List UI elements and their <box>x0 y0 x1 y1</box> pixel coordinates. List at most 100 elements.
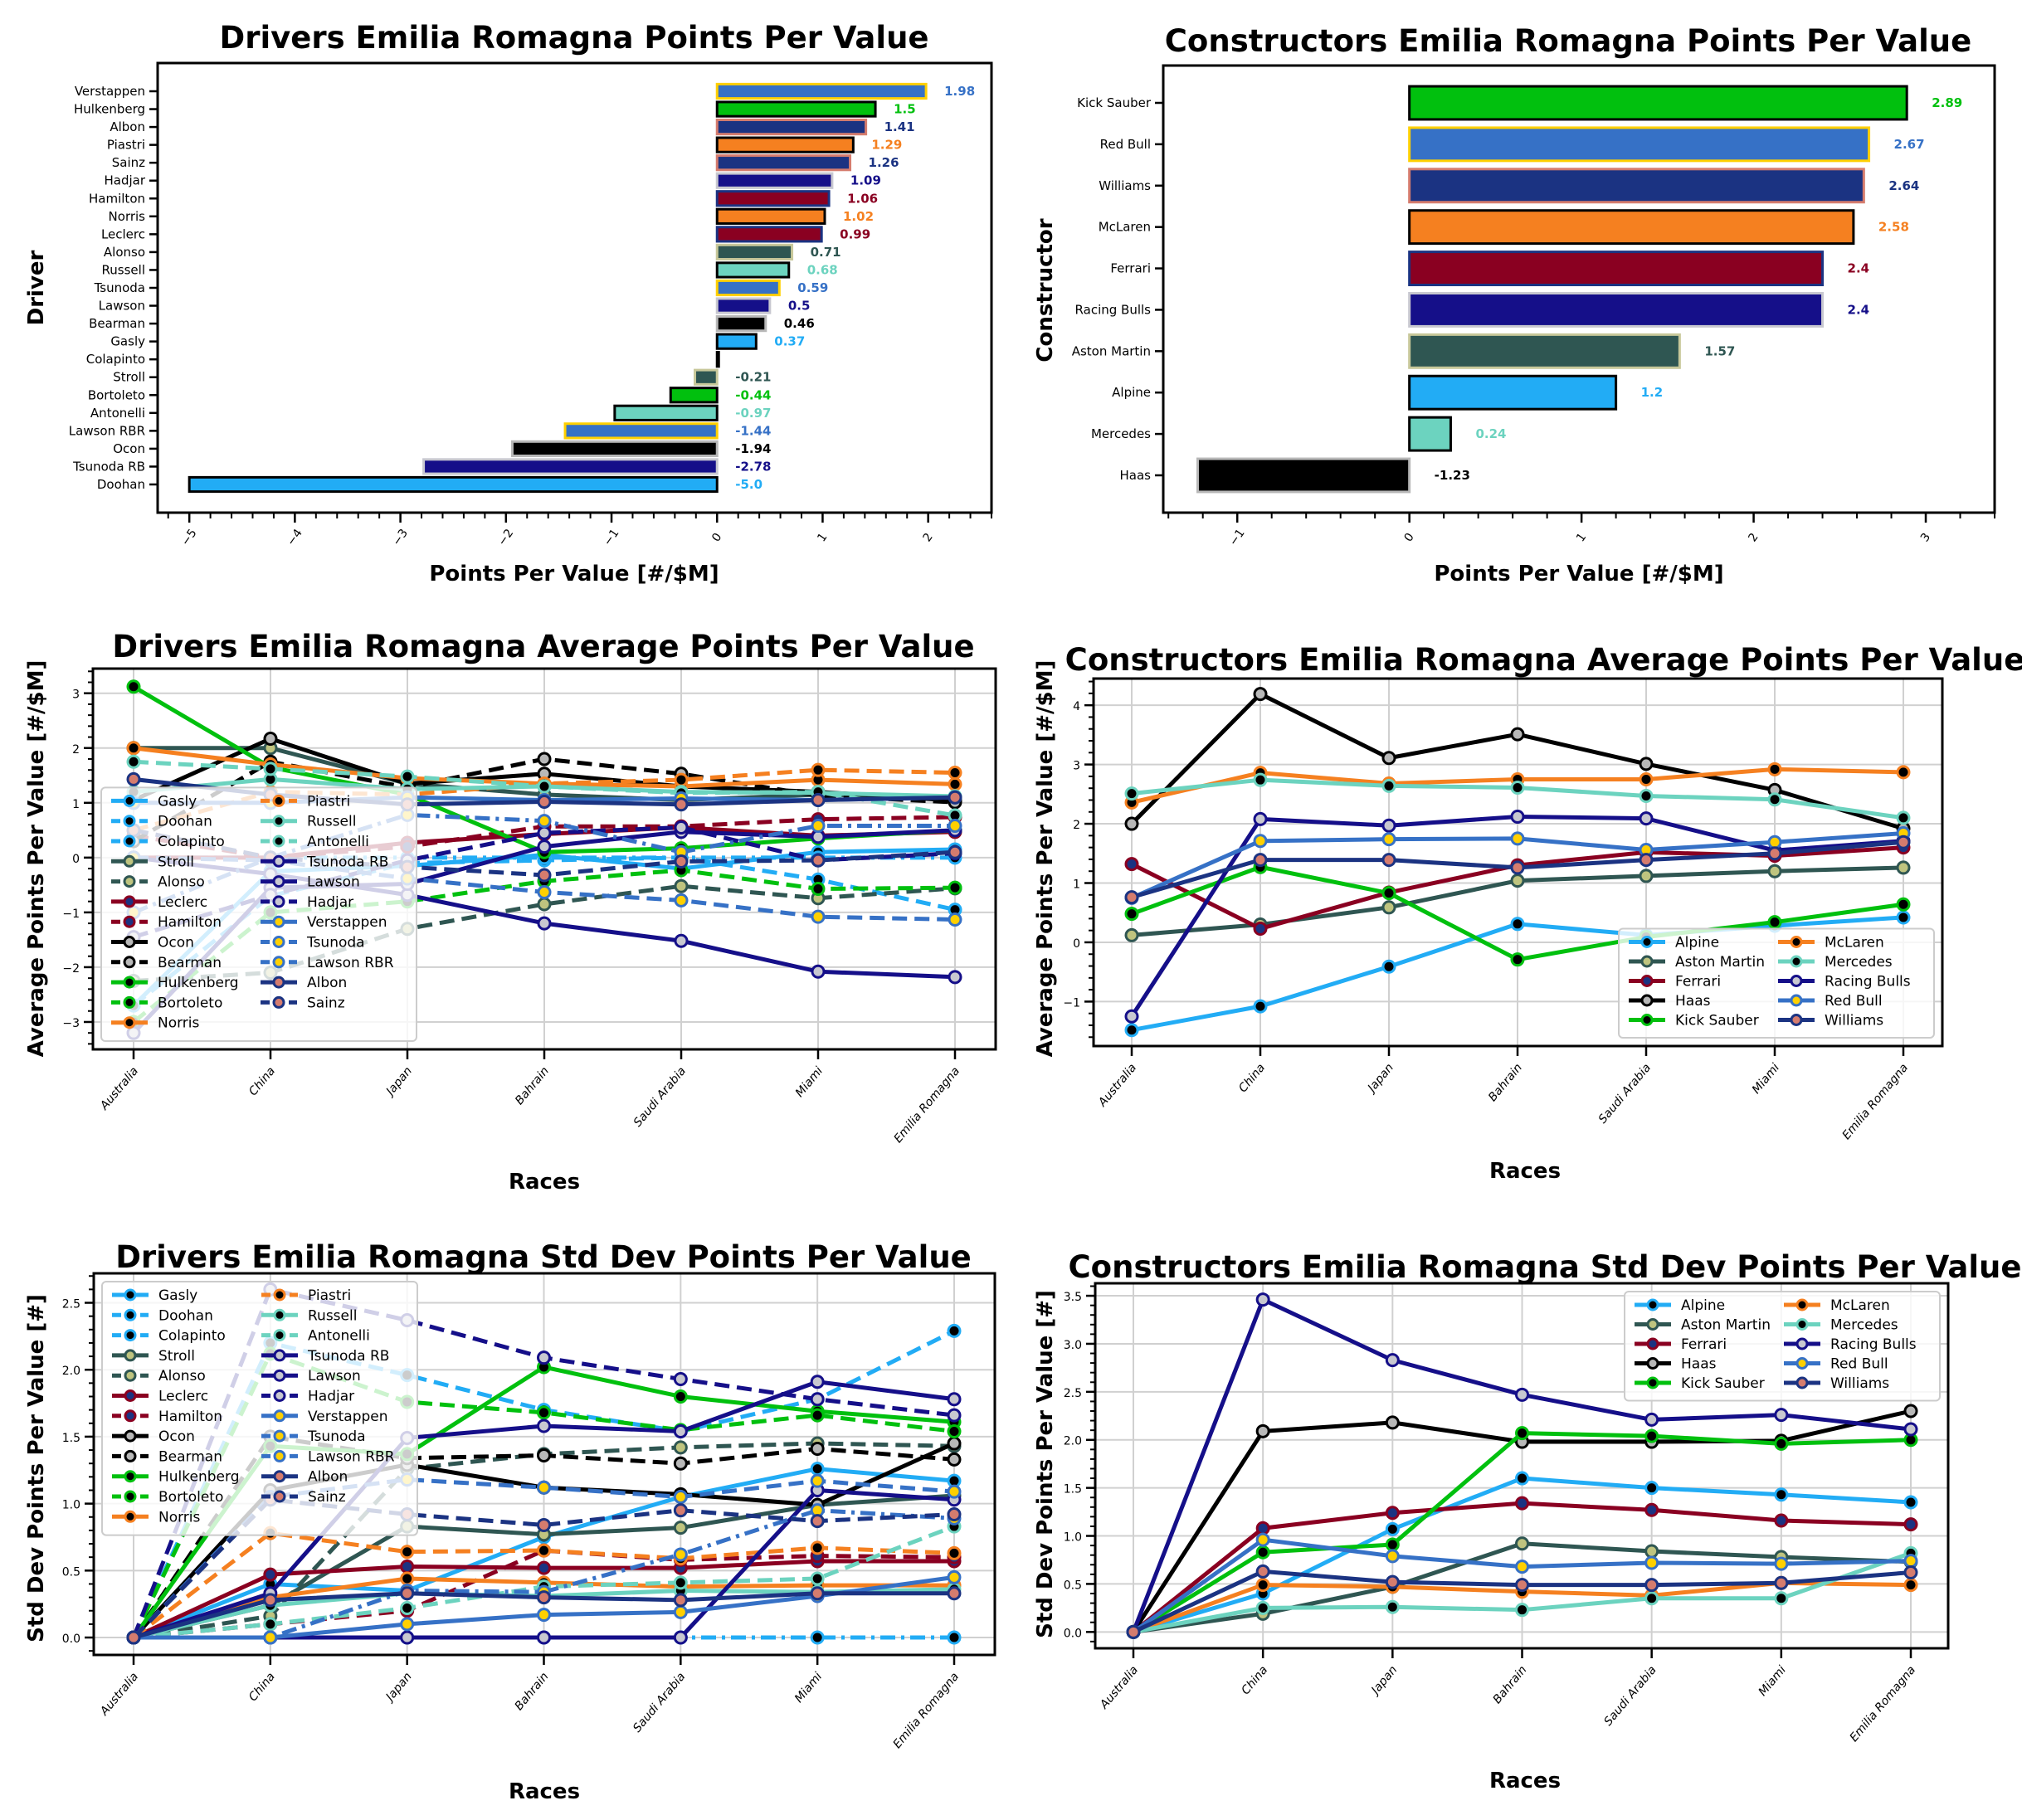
legend-label: Tsunoda RB <box>307 1348 389 1365</box>
data-point <box>1515 1560 1529 1574</box>
legend: Alpine Aston Martin Ferrari Haas Kick Sauber… <box>1618 927 1935 1039</box>
data-point <box>674 893 689 908</box>
data-point <box>1774 1575 1789 1590</box>
legend-marker <box>1790 1014 1803 1026</box>
bar <box>715 172 834 189</box>
legend-label: Red Bull <box>1830 1356 1888 1373</box>
legend: Gasly Doohan Colapinto Stroll Alonso Leclerc H… <box>100 786 417 1043</box>
bar <box>715 333 758 350</box>
data-point <box>537 1560 551 1575</box>
data-point <box>1774 1591 1789 1606</box>
legend-label: Lawson <box>308 1368 361 1384</box>
y-tick-label: Alonso <box>104 245 145 260</box>
legend-label: Leclerc <box>158 1389 208 1405</box>
legend-marker <box>1646 1376 1659 1389</box>
data-point <box>810 1462 825 1477</box>
bar <box>715 351 720 368</box>
data-point <box>1903 1578 1918 1593</box>
data-point <box>1774 1487 1789 1502</box>
legend-marker <box>123 854 136 868</box>
data-point <box>1124 857 1139 872</box>
y-tick-label: −1 <box>62 908 80 921</box>
data-point <box>811 819 826 834</box>
legend-item: Hulkenberg <box>111 975 238 991</box>
data-point <box>674 933 689 948</box>
data-point <box>1774 1556 1789 1571</box>
legend-marker <box>123 794 136 807</box>
data-point <box>1510 780 1525 795</box>
data-point <box>1510 917 1525 932</box>
legend-label: Sainz <box>308 1489 346 1506</box>
y-tick-label: 0 <box>1073 937 1080 951</box>
data-point <box>1510 809 1525 824</box>
legend-item: Kick Sauber <box>1629 1013 1759 1029</box>
y-tick-label: Racing Bulls <box>1075 302 1152 317</box>
data-point <box>1515 1578 1529 1593</box>
legend-marker <box>124 1389 137 1402</box>
legend-marker <box>124 1429 137 1443</box>
data-point <box>673 1389 688 1404</box>
legend-label: Williams <box>1825 1013 1883 1029</box>
bar <box>1408 416 1452 452</box>
legend-label: Mercedes <box>1825 954 1893 971</box>
legend-item: Piastri <box>261 793 350 810</box>
data-label: 0.99 <box>840 226 870 241</box>
data-point <box>537 1405 551 1420</box>
legend-label: Verstappen <box>307 914 387 931</box>
x-axis-label: Races <box>1489 1769 1561 1793</box>
legend-marker <box>124 1409 137 1423</box>
data-point <box>400 1559 415 1574</box>
legend-label: Tsunoda <box>306 935 365 951</box>
y-tick-label: 2.0 <box>62 1365 80 1378</box>
legend-item: Alonso <box>112 1368 206 1384</box>
chart-title: Drivers Emilia Romagna Std Dev Points Pe… <box>115 1239 972 1275</box>
data-point <box>1903 1495 1918 1510</box>
legend-label: Racing Bulls <box>1825 974 1911 990</box>
y-tick-label: 3 <box>1073 760 1080 773</box>
legend-item: Tsunoda RB <box>261 1348 389 1365</box>
legend-label: Doohan <box>158 814 212 830</box>
legend-item: Doohan <box>112 1307 213 1324</box>
data-point <box>1381 832 1396 847</box>
legend-box <box>1618 927 1935 1039</box>
legend-marker <box>124 1369 137 1382</box>
data-point <box>1639 811 1654 826</box>
data-point <box>1639 757 1654 771</box>
legend-item: McLaren <box>1778 935 1884 951</box>
legend-label: Kick Sauber <box>1681 1375 1765 1392</box>
data-point <box>126 1630 141 1645</box>
y-tick-label: 3.5 <box>1064 1291 1082 1304</box>
y-tick-label: Colapinto <box>86 352 145 367</box>
data-point <box>1510 831 1525 846</box>
data-point <box>810 1408 825 1423</box>
y-tick-label: Albon <box>110 119 145 134</box>
y-tick-label: Red Bull <box>1100 137 1151 152</box>
legend-marker <box>1795 1376 1809 1389</box>
y-tick-label: Hamilton <box>89 191 145 206</box>
legend-item: Alpine <box>1629 935 1719 951</box>
legend-label: Verstappen <box>308 1409 388 1425</box>
data-point <box>1385 1506 1400 1521</box>
data-point <box>537 1350 551 1365</box>
data-point <box>537 1517 551 1532</box>
legend-item: Stroll <box>112 1348 195 1365</box>
y-tick-label: Ferrari <box>1110 261 1151 276</box>
data-point <box>537 1480 551 1495</box>
legend-marker <box>1795 1337 1809 1350</box>
legend-label: Antonelli <box>307 834 369 850</box>
data-point <box>537 897 552 912</box>
y-tick-label: Norris <box>109 209 146 224</box>
legend-marker <box>272 995 285 1009</box>
legend-item: Stroll <box>111 854 194 870</box>
legend-label: Lawson RBR <box>307 955 394 971</box>
y-tick-label: 4 <box>1073 700 1080 713</box>
data-point <box>1253 922 1268 937</box>
data-point <box>1767 792 1782 807</box>
y-tick-label: Williams <box>1099 178 1151 193</box>
data-label: 1.29 <box>871 138 902 153</box>
y-tick-label: Leclerc <box>101 226 145 241</box>
data-point <box>948 912 962 927</box>
x-axis-label: Points Per Value [#/$M] <box>1434 562 1723 586</box>
